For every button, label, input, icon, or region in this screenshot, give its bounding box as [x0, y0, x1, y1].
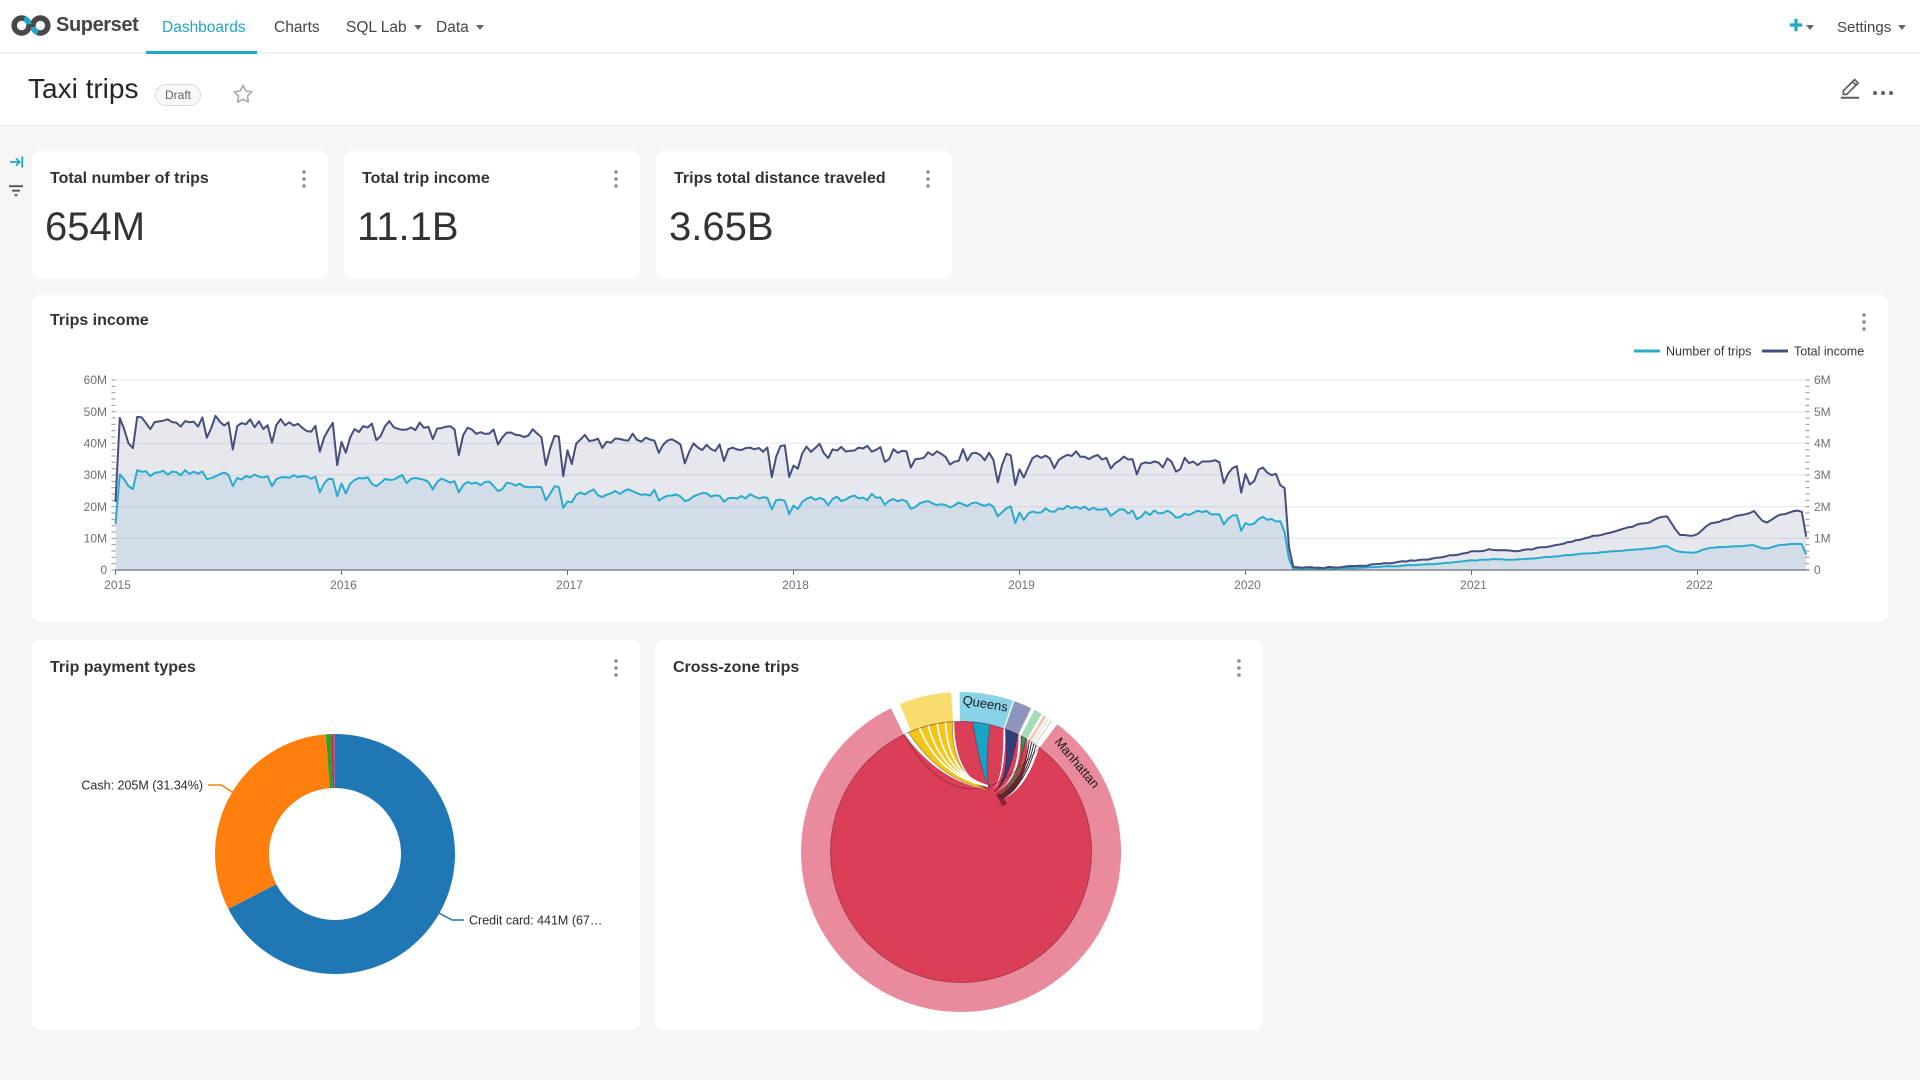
svg-text:2021: 2021 — [1460, 578, 1487, 592]
svg-text:3M: 3M — [1814, 468, 1831, 482]
svg-text:2015: 2015 — [104, 578, 131, 592]
svg-text:60M: 60M — [84, 373, 107, 387]
svg-text:Queens: Queens — [962, 692, 1010, 714]
svg-text:20M: 20M — [84, 500, 107, 514]
svg-text:2020: 2020 — [1234, 578, 1261, 592]
svg-text:10M: 10M — [84, 532, 107, 546]
svg-text:2019: 2019 — [1008, 578, 1035, 592]
svg-text:0: 0 — [100, 563, 107, 577]
svg-text:Credit card: 441M (67…: Credit card: 441M (67… — [469, 914, 602, 928]
svg-text:30M: 30M — [84, 468, 107, 482]
svg-text:40M: 40M — [84, 437, 107, 451]
svg-text:2022: 2022 — [1686, 578, 1713, 592]
svg-text:6M: 6M — [1814, 373, 1831, 387]
svg-text:Number of trips: Number of trips — [1666, 345, 1751, 359]
svg-text:4M: 4M — [1814, 437, 1831, 451]
svg-text:1M: 1M — [1814, 532, 1831, 546]
svg-text:50M: 50M — [84, 405, 107, 419]
svg-text:2016: 2016 — [330, 578, 357, 592]
svg-text:0: 0 — [1814, 563, 1821, 577]
svg-text:5M: 5M — [1814, 405, 1831, 419]
svg-text:Total income: Total income — [1794, 345, 1864, 359]
svg-text:2017: 2017 — [556, 578, 583, 592]
svg-text:2M: 2M — [1814, 500, 1831, 514]
svg-text:Cash: 205M (31.34%): Cash: 205M (31.34%) — [81, 779, 203, 793]
svg-text:2018: 2018 — [782, 578, 809, 592]
